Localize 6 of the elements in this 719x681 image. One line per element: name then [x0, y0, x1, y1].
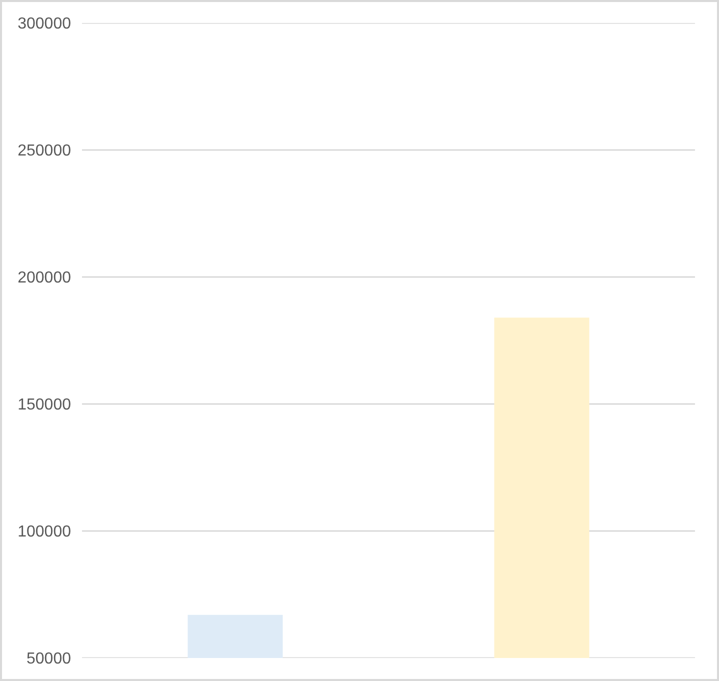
- y-tick-label: 200000: [18, 270, 72, 287]
- y-tick-label: 150000: [18, 396, 72, 414]
- y-tick-label: 50000: [26, 650, 72, 668]
- y-tick-label: 250000: [18, 142, 72, 160]
- y-tick-label: 300000: [18, 16, 72, 33]
- y-tick-label: 100000: [18, 524, 72, 541]
